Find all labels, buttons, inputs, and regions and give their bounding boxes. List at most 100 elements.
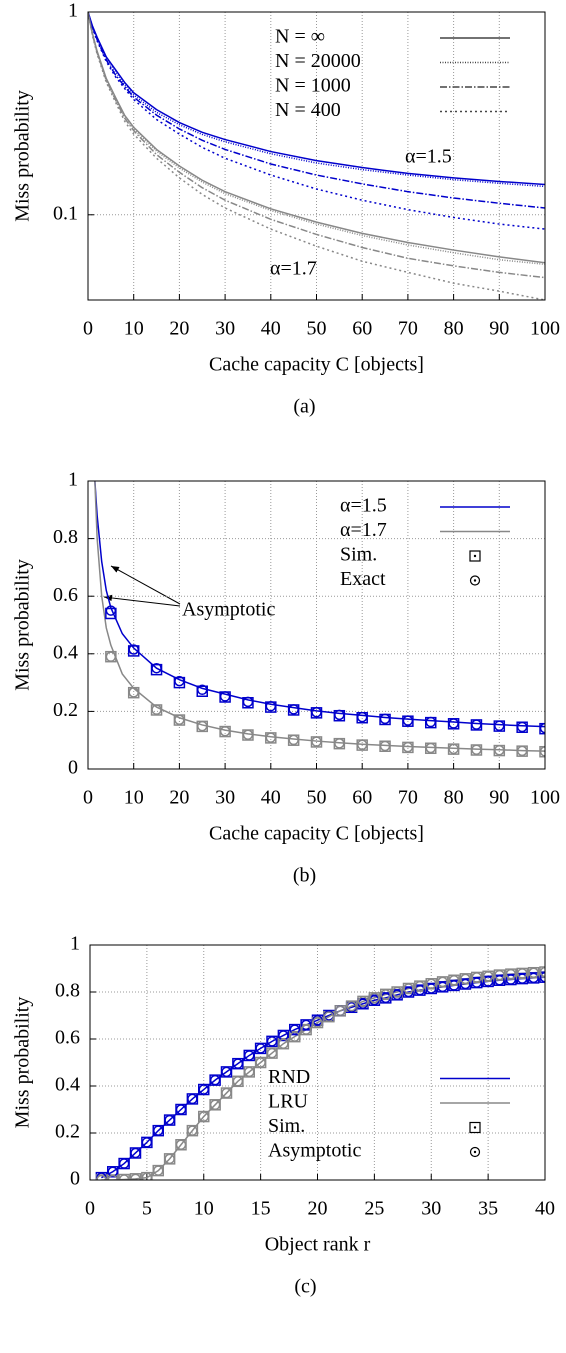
circle-marker [517,973,528,984]
circle-marker [232,1058,244,1069]
circle-marker [448,743,459,755]
circle-marker [288,704,299,715]
circle-marker [528,967,539,978]
x-tick-label: 40 [261,318,281,340]
circle-marker [288,734,299,746]
circle-marker [300,1019,312,1031]
circle-marker [482,976,494,987]
circle-marker [448,975,460,986]
circle-marker [334,709,345,721]
y-axis-label: Miss probability [12,90,34,222]
circle-marker [265,732,277,743]
circle-marker [175,1104,187,1115]
y-tick-label: 1 [68,0,78,22]
legend-label: Exact [340,568,386,590]
circle-marker [482,971,494,982]
circle-marker [471,977,482,988]
circle-marker [197,684,208,696]
circle-marker [323,1011,335,1022]
circle-marker [494,720,505,732]
circle-marker [402,741,414,753]
x-tick-label: 60 [352,787,372,809]
square-marker [105,607,117,620]
legend-label: N = 400 [275,99,341,121]
circle-marker [266,1047,278,1059]
circle-marker [242,696,254,708]
square-marker [469,1121,481,1134]
circle-marker [311,707,322,718]
y-tick-label: 0.6 [53,584,78,606]
legend-label: Asymptotic [268,1140,361,1162]
annotation: α=1.7 [270,258,317,280]
circle-marker [244,1050,255,1061]
circle-marker [516,745,528,757]
x-tick-label: 0 [83,787,93,809]
circle-marker [153,1165,164,1176]
y-tick-label: 0.6 [55,1027,80,1049]
legend-label: α=1.5 [340,495,387,517]
circle-marker [198,1111,209,1122]
circle-marker [516,721,528,733]
circle-marker [437,976,448,988]
circle-marker [539,746,545,757]
y-tick-label: 0.4 [53,641,78,663]
x-tick-label: 40 [261,787,281,809]
x-tick-label: 35 [478,1198,498,1220]
series-line [88,12,545,188]
circle-marker [311,736,322,747]
legend-dot [473,1150,477,1154]
circle-marker [141,1137,153,1148]
plot-area [95,966,545,1180]
x-tick-label: 50 [307,787,327,809]
circle-marker [425,742,436,754]
circle-marker [107,1166,118,1178]
circle-marker [403,986,414,998]
y-tick-label: 0.4 [55,1074,80,1096]
circle-marker [346,1000,357,1012]
circle-marker [174,714,185,726]
circle-marker [175,1139,187,1150]
y-tick-label: 0.2 [55,1121,80,1143]
circle-marker [391,989,403,1001]
x-tick-label: 25 [364,1198,384,1220]
x-tick-label: 70 [398,787,418,809]
series-line [88,12,545,266]
circle-marker [379,713,391,725]
circle-marker [517,968,528,979]
circle-marker [414,980,426,992]
x-tick-label: 60 [352,318,372,340]
circle-marker [426,978,437,990]
circle-marker [357,996,369,1007]
circle-marker [380,989,391,1000]
x-tick-label: 50 [307,318,327,340]
circle-marker [300,1024,312,1035]
circle-marker [105,605,117,616]
circle-marker [130,1147,141,1159]
square-marker [469,550,481,562]
circle-marker [289,1024,300,1035]
plot-frame [89,944,546,1181]
y-tick-label: 0.2 [53,699,78,721]
x-tick-label: 0 [83,318,93,340]
circle-marker [209,1074,221,1086]
circle-marker [219,691,231,702]
circle-marker [426,983,437,994]
circle-marker [528,972,539,984]
circle-marker [289,1031,300,1042]
circle-marker [232,1076,244,1087]
circle-marker [494,969,505,981]
x-tick-label: 30 [215,318,235,340]
x-axis-label: Object rank r [265,1234,371,1256]
circle-marker [255,1043,266,1054]
x-tick-label: 30 [421,1198,441,1220]
x-tick-label: 80 [444,787,464,809]
circle-marker [197,720,208,732]
series-line [88,12,545,230]
circle-marker [209,1099,221,1111]
circle-marker [379,740,391,752]
circle-marker [242,729,254,740]
legend-label: N = ∞ [275,26,325,48]
circle-marker [164,1153,175,1165]
circle-marker [278,1038,289,1049]
